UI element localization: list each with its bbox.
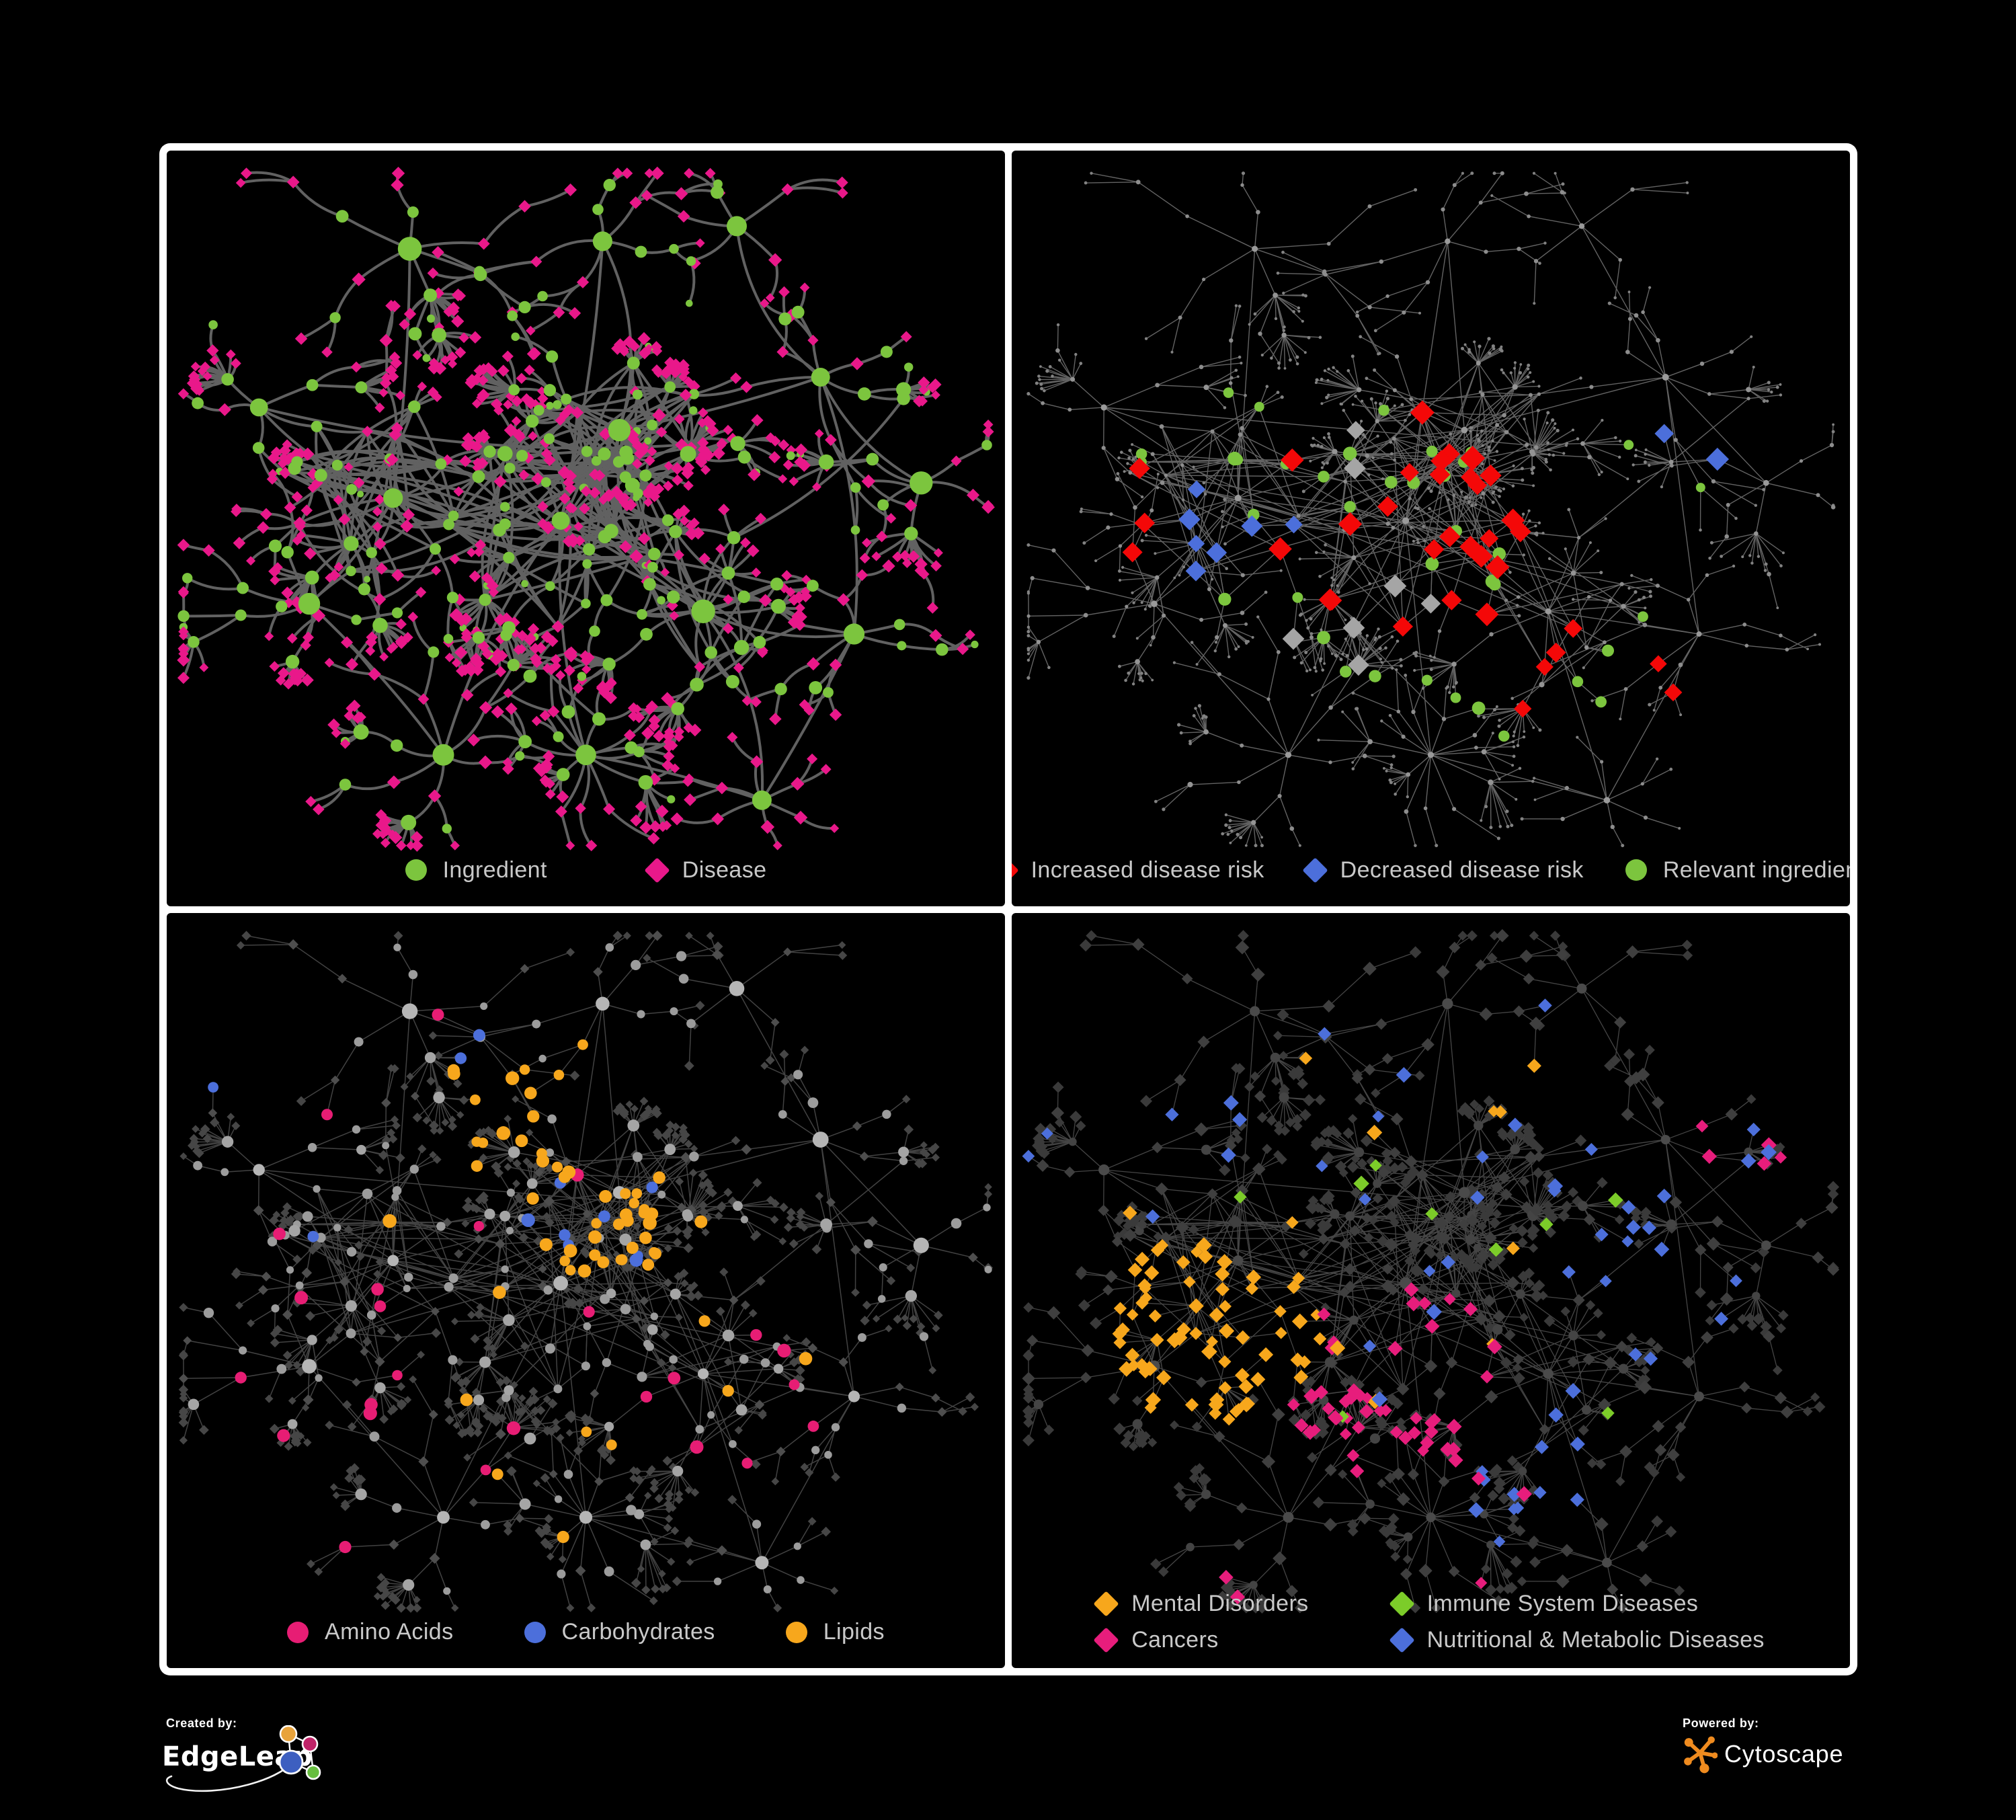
compound-classes-network	[178, 930, 994, 1613]
legend-label: Decreased disease risk	[1340, 857, 1584, 883]
relevant-ingredient-swatch-icon	[1625, 859, 1647, 881]
decreased-risk-swatch-icon	[1302, 857, 1328, 883]
cancers-swatch-icon	[1093, 1627, 1119, 1653]
carbohydrates-swatch-icon	[524, 1621, 546, 1643]
panel-compound-classes: Amino Acids Carbohydrates Lipids	[167, 912, 1005, 1668]
legend-ingredient-disease: Ingredient Disease	[167, 857, 1005, 883]
panel-disease-classes: Mental Disorders Immune System Diseases …	[1012, 912, 1850, 1668]
legend-label: Ingredient	[442, 857, 547, 883]
legend-compound-classes: Amino Acids Carbohydrates Lipids	[167, 1619, 1005, 1645]
panel-disease-risk: Increased disease risk Decreased disease…	[1012, 151, 1850, 906]
legend-item-increased-risk: Increased disease risk	[1012, 857, 1264, 883]
legend-label: Mental Disorders	[1131, 1591, 1309, 1616]
legend-label: Carbohydrates	[561, 1619, 715, 1645]
network-grid: Ingredient Disease Increased disease ris…	[159, 143, 1857, 1675]
edgeleap-credit: Created by: EdgeLeap	[159, 1716, 495, 1798]
edge-layer	[1028, 173, 1834, 846]
legend-label: Immune System Diseases	[1426, 1591, 1699, 1616]
lipids-swatch-icon	[785, 1621, 807, 1643]
legend-item-ingredient: Ingredient	[405, 857, 547, 883]
mental-disorders-swatch-icon	[1093, 1591, 1119, 1617]
legend-item-mental-disorders: Mental Disorders	[1093, 1591, 1309, 1617]
created-by-label: Created by:	[166, 1716, 237, 1730]
legend-label: Amino Acids	[325, 1619, 454, 1645]
node-layer	[177, 166, 995, 852]
legend-item-lipids: Lipids	[785, 1619, 885, 1645]
legend-label: Lipids	[823, 1619, 885, 1645]
powered-by-label: Powered by:	[1683, 1716, 1759, 1730]
node-layer	[1022, 928, 1840, 1614]
edgeleap-logo-icon	[278, 1725, 321, 1780]
legend-label: Nutritional & Metabolic Diseases	[1426, 1627, 1765, 1653]
legend-label: Cancers	[1131, 1627, 1219, 1653]
legend-item-decreased-risk: Decreased disease risk	[1302, 857, 1584, 883]
legend-item-immune-diseases: Immune System Diseases	[1388, 1591, 1765, 1617]
legend-item-amino-acids: Amino Acids	[287, 1619, 453, 1645]
nutritional-metabolic-swatch-icon	[1388, 1627, 1415, 1653]
ingredient-disease-network	[177, 166, 995, 852]
legend-item-carbohydrates: Carbohydrates	[524, 1619, 715, 1645]
legend-item-nutritional-metabolic: Nutritional & Metabolic Diseases	[1388, 1627, 1765, 1653]
legend-item-relevant-ingredient: Relevant ingredient	[1625, 857, 1850, 883]
immune-diseases-swatch-icon	[1388, 1591, 1415, 1617]
disease-swatch-icon	[644, 857, 670, 883]
disease-risk-network	[1026, 171, 1836, 848]
cytoscape-credit: Powered by: Cytoscape	[1683, 1716, 1843, 1774]
cytoscape-logo: Cytoscape	[1683, 1735, 1843, 1774]
legend-item-disease: Disease	[644, 857, 767, 883]
node-layer	[178, 930, 994, 1613]
legend-disease-classes: Mental Disorders Immune System Diseases …	[1012, 1591, 1850, 1653]
panel-ingredient-disease: Ingredient Disease	[167, 151, 1005, 906]
node-layer	[1026, 171, 1836, 848]
edgeleap-logo: EdgeLeap	[159, 1725, 495, 1798]
legend-disease-risk: Increased disease risk Decreased disease…	[1012, 857, 1850, 883]
cytoscape-wordmark: Cytoscape	[1724, 1740, 1844, 1768]
legend-item-cancers: Cancers	[1093, 1627, 1308, 1653]
legend-label: Disease	[682, 857, 767, 883]
ingredient-swatch-icon	[405, 859, 427, 881]
amino-acids-swatch-icon	[287, 1621, 309, 1643]
legend-label: Increased disease risk	[1031, 857, 1264, 883]
legend-label: Relevant ingredient	[1662, 857, 1850, 883]
cytoscape-logo-icon	[1684, 1736, 1718, 1774]
disease-classes-network	[1022, 928, 1840, 1614]
edgeleap-swoosh-icon	[165, 1753, 299, 1792]
increased-risk-swatch-icon	[1012, 857, 1019, 883]
